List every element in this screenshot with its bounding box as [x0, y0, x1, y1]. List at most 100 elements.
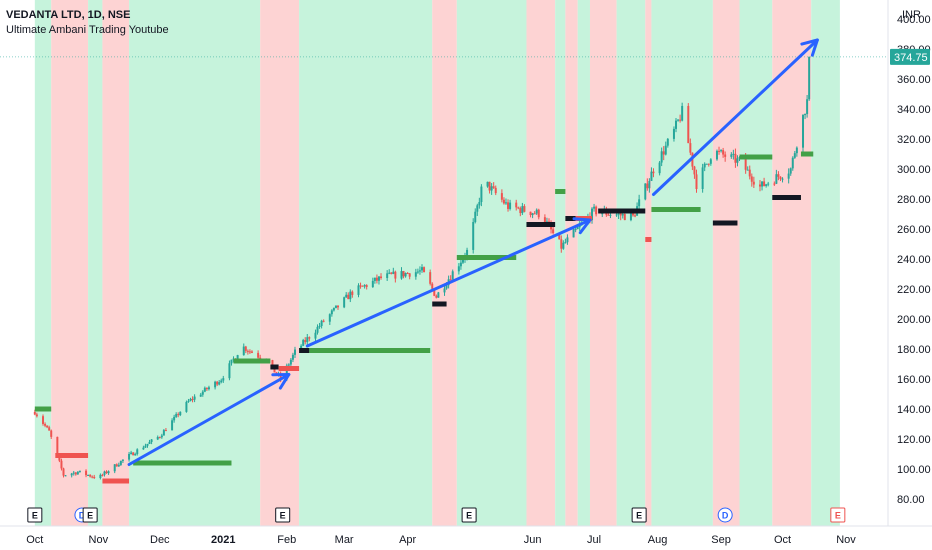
candle-body [365, 285, 368, 287]
candle-body [615, 214, 618, 216]
candle-body [529, 211, 532, 216]
price-axis[interactable] [888, 0, 932, 550]
candle-body [476, 205, 479, 212]
levels-layer [34, 151, 814, 484]
candle-body [105, 471, 108, 474]
candle-body [517, 207, 520, 209]
candle-body [164, 430, 167, 432]
earnings-marker[interactable]: E [27, 507, 43, 523]
x-ticks: Oct Nov Dec 2021 Feb Mar Apr Jun Jul Aug Sep Oct Nov [26, 534, 856, 546]
candle-body [35, 414, 38, 417]
trend-arrow-head[interactable] [572, 217, 592, 235]
candle-body [750, 176, 753, 182]
symbol-title[interactable]: VEDANTA LTD, 1D, NSE [6, 9, 131, 21]
candle-body [457, 266, 460, 272]
candle-body [48, 427, 51, 431]
candle-body [658, 162, 661, 174]
candle-body [474, 211, 477, 223]
candle-body [214, 381, 217, 388]
time-axis[interactable] [0, 526, 932, 550]
candle-body [445, 285, 448, 289]
candle-body [130, 452, 133, 454]
candle-body [136, 449, 139, 454]
y-tick-label: 100.00 [897, 464, 931, 476]
candle-body [488, 181, 491, 191]
trend-arrow-line[interactable] [127, 373, 291, 466]
earnings-marker-box [461, 507, 477, 523]
zone-bull [88, 0, 103, 526]
chart-header: VEDANTA LTD, 1D, NSE Ultimate Ambani Tra… [6, 8, 169, 38]
candle-body [44, 423, 47, 426]
earnings-marker[interactable]: E [82, 507, 98, 523]
candle-body [502, 199, 505, 204]
candle-body [560, 239, 563, 249]
candle-body [507, 202, 510, 209]
candle-body [394, 271, 397, 279]
candle-body [418, 270, 421, 272]
x-tick-label: Apr [399, 534, 416, 546]
candle-body [576, 227, 579, 230]
earnings-marker-box [27, 507, 43, 523]
candle-body [795, 147, 798, 154]
candle-body [91, 476, 94, 478]
zone-bear [712, 0, 740, 526]
candle-body [660, 151, 663, 163]
trend-arrow-head[interactable] [800, 38, 819, 57]
trend-arrow-head[interactable] [271, 373, 291, 390]
candle-body [300, 345, 303, 350]
candle-body [652, 171, 655, 174]
level-black [432, 301, 447, 307]
candle-body [707, 163, 710, 165]
x-tick-label: Sep [711, 534, 731, 546]
candle-body [306, 337, 309, 343]
candle-body [681, 105, 684, 121]
candle-body [375, 277, 378, 281]
candle-body [121, 459, 124, 461]
indicator-label[interactable]: Ultimate Ambani Trading Youtube [6, 24, 169, 36]
candle-body [480, 186, 483, 203]
trend-arrow-line[interactable] [651, 38, 819, 196]
earnings-marker[interactable]: E [461, 507, 477, 523]
event-marker-label: E [466, 511, 472, 521]
candle-body [617, 213, 620, 215]
zone-bear [772, 0, 812, 526]
candle-body [629, 213, 632, 221]
candle-body [302, 340, 305, 346]
candle-body [222, 378, 225, 381]
candle-body [490, 186, 493, 191]
y-tick-label: 240.00 [897, 254, 931, 266]
dividend-marker[interactable]: D [717, 507, 733, 523]
candle-body [574, 229, 577, 231]
candle-body [334, 305, 337, 308]
candle-body [388, 272, 391, 274]
candle-body [718, 150, 721, 152]
event-marker-label: D [722, 511, 729, 521]
candle-body [420, 267, 423, 271]
candle-body [515, 202, 518, 208]
zone-bull [616, 0, 646, 526]
earnings-marker[interactable]: E [830, 507, 846, 523]
candle-body [732, 153, 735, 155]
candle-body [466, 249, 469, 257]
x-tick-label: Mar [335, 534, 354, 546]
candle-body [533, 213, 536, 215]
candle-body [675, 120, 678, 129]
candle-body [793, 153, 796, 158]
candle-body [380, 276, 383, 278]
earnings-marker[interactable]: E [275, 507, 291, 523]
x-tick-label: Oct [26, 534, 43, 546]
y-ticks: 80.00 100.00 120.00 140.00 160.00 180.00 200.0… [897, 14, 931, 506]
candle-body [435, 295, 438, 298]
earnings-marker-box [830, 507, 846, 523]
candle-body [285, 365, 288, 380]
candle-body [287, 364, 290, 366]
earnings-marker[interactable]: E [631, 507, 647, 523]
y-tick-label: 320.00 [897, 134, 931, 146]
trend-arrow-line[interactable] [305, 218, 592, 348]
earnings-marker-box [275, 507, 291, 523]
candles-layer [33, 56, 811, 480]
candle-body [552, 229, 555, 234]
